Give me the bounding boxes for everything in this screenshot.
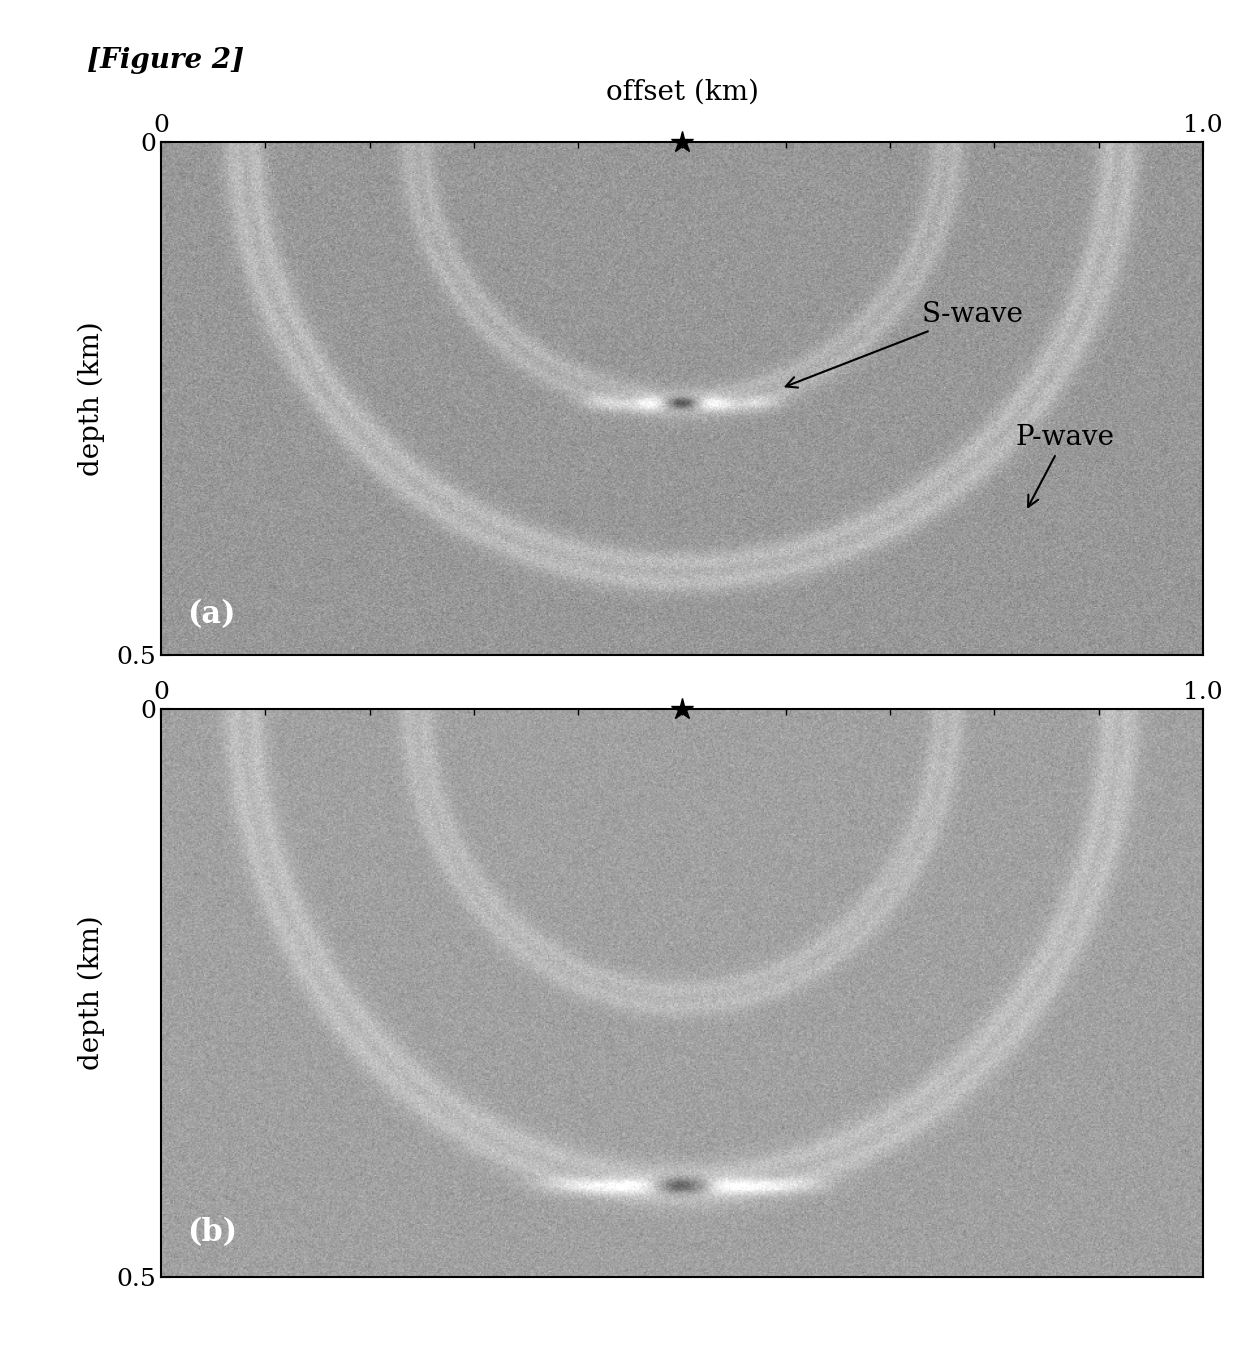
Text: S-wave: S-wave <box>786 300 1023 388</box>
X-axis label: offset (km): offset (km) <box>605 80 759 107</box>
Y-axis label: depth (km): depth (km) <box>78 916 105 1070</box>
Text: (b): (b) <box>187 1217 237 1248</box>
Text: P-wave: P-wave <box>1016 424 1115 507</box>
Y-axis label: depth (km): depth (km) <box>78 322 105 476</box>
Text: [Figure 2]: [Figure 2] <box>87 47 244 74</box>
Text: (a): (a) <box>187 598 236 630</box>
